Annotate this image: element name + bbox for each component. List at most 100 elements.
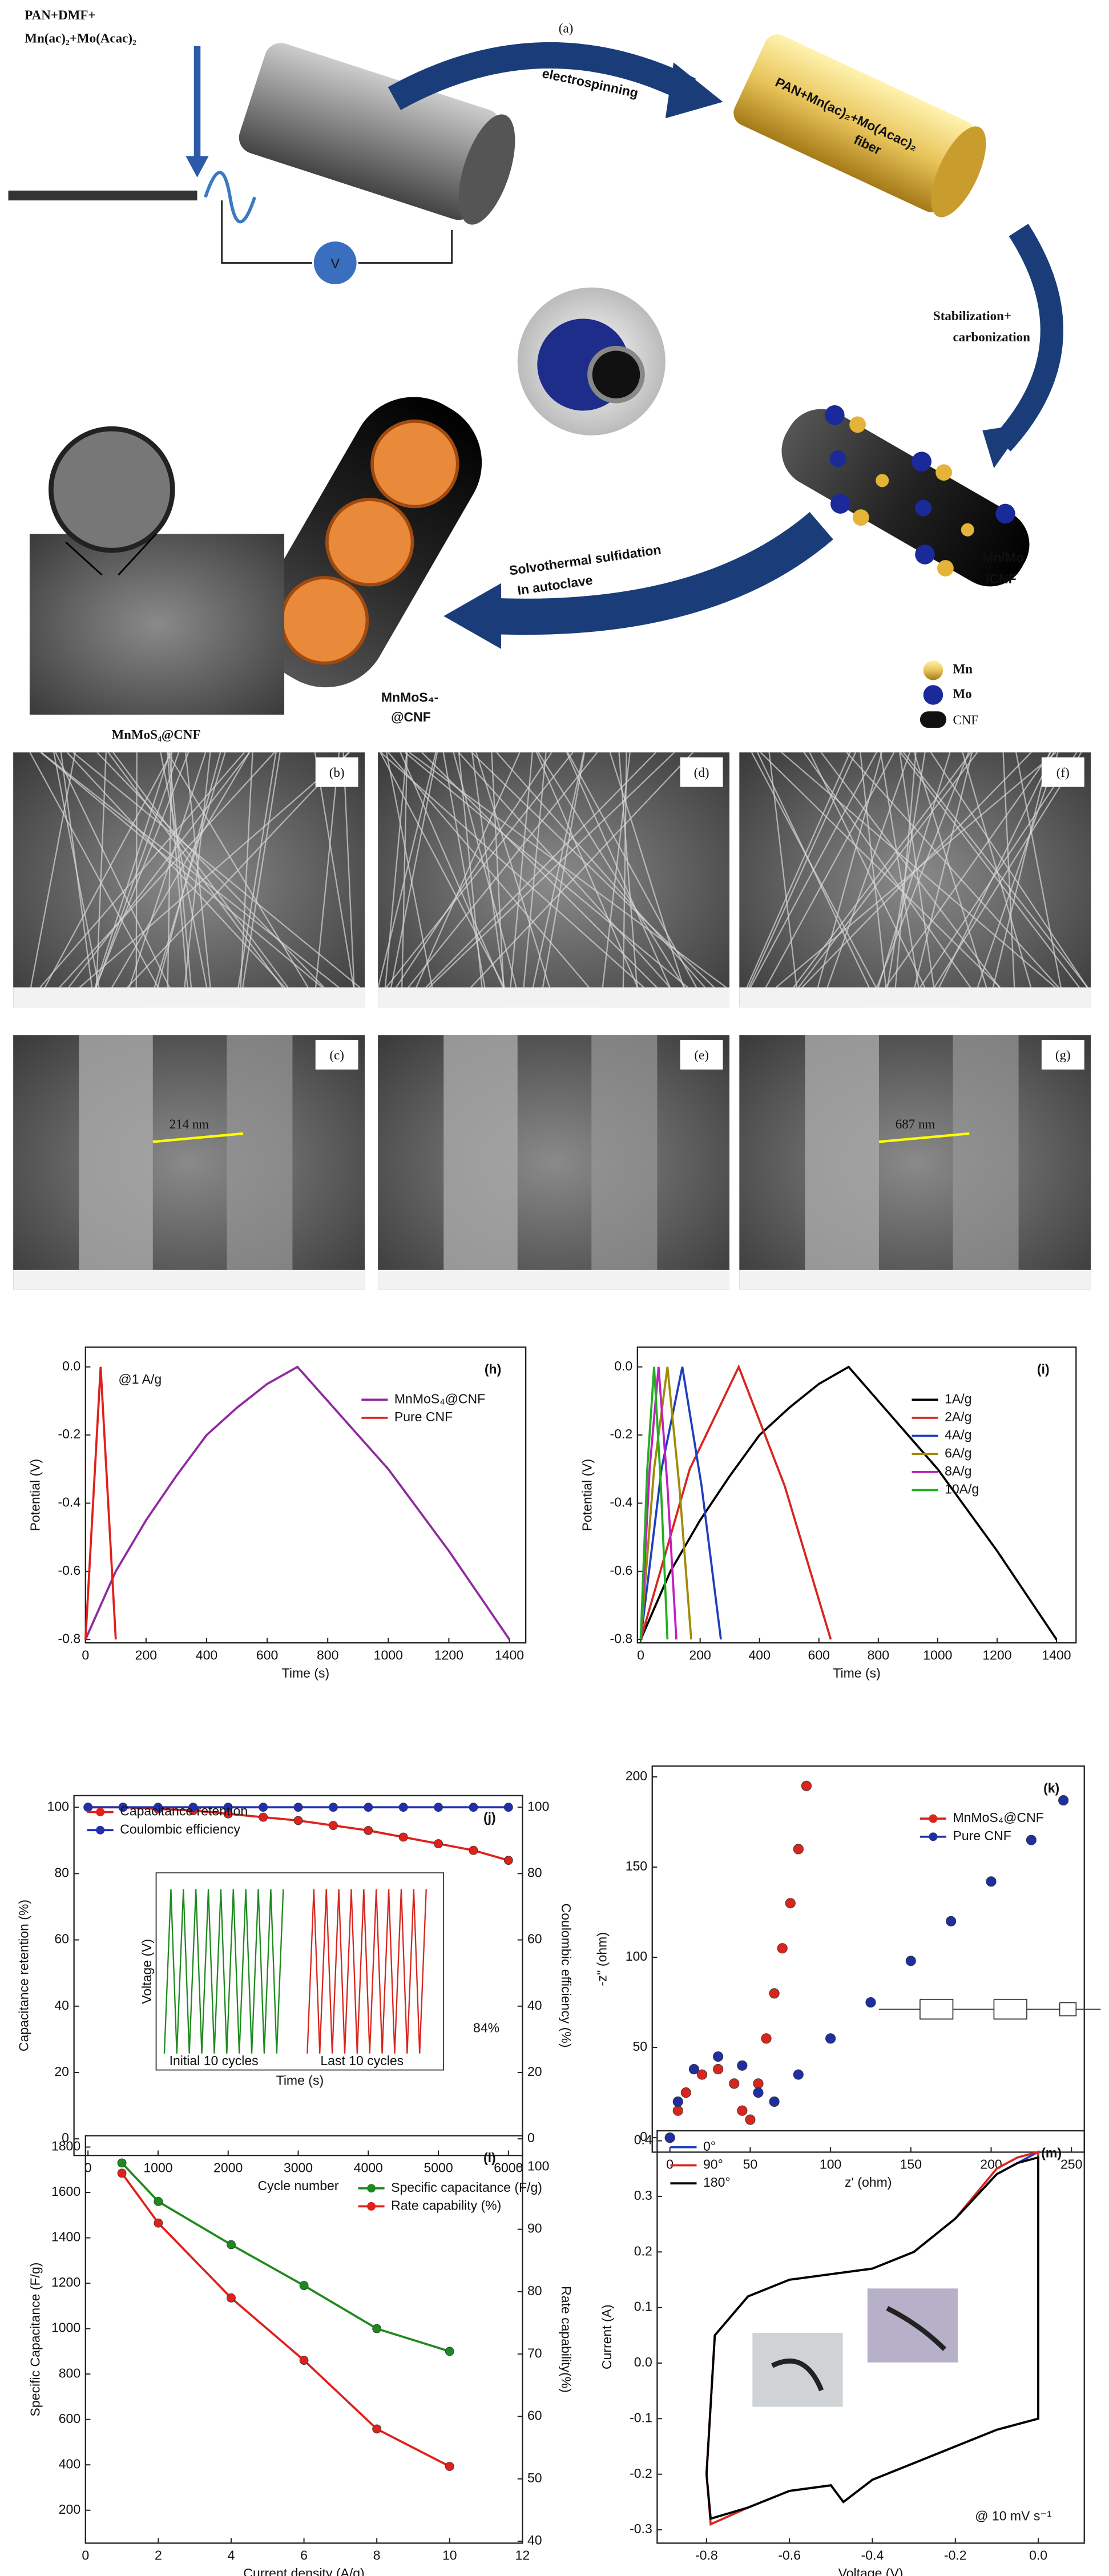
fiber-line [377, 752, 437, 988]
series-line [705, 2156, 1039, 2521]
scale-line [878, 1132, 970, 1143]
data-point [737, 2105, 748, 2116]
data-point [986, 1876, 997, 1887]
info-bar [739, 1269, 1091, 1290]
data-point [117, 2168, 127, 2178]
fiber-line [29, 752, 159, 988]
photo [752, 2333, 843, 2407]
data-point [364, 1825, 373, 1835]
panel-label: (h) [485, 1361, 501, 1376]
data-point [259, 1803, 268, 1812]
x-tick-label: 1200 [434, 1647, 463, 1662]
plot-frame [636, 1346, 1077, 1644]
x-tick-label: -0.8 [695, 2548, 718, 2563]
fiber-line [95, 752, 189, 988]
x-tick-label: 1200 [982, 1647, 1011, 1662]
info-bar [378, 1269, 730, 1290]
y-tick-label: 400 [59, 2456, 80, 2471]
fiber-line [154, 752, 226, 988]
key-label: Mn [953, 662, 973, 676]
series-line [639, 1364, 832, 1640]
y-tick-label: -0.8 [610, 1631, 633, 1646]
y-tick-label: -0.2 [630, 2466, 652, 2481]
product-label: MnMoS₄- [381, 690, 438, 704]
y-axis-label: Capacitance retention (%) [16, 1900, 31, 2051]
x-axis-label: Cycle number [258, 2178, 339, 2193]
x-tick-label: 600 [256, 1647, 278, 1662]
data-point [729, 2078, 740, 2089]
legend-label: 8A/g [945, 1464, 971, 1478]
y2-tick-label: 100 [527, 2158, 549, 2173]
fiber-line [817, 752, 882, 988]
fiber-line [442, 752, 486, 987]
fiber-line [602, 752, 631, 987]
x-tick-label: 5000 [424, 2160, 453, 2175]
y-tick-label: 1000 [51, 2320, 80, 2335]
fiber-line [314, 752, 340, 987]
micrographs: (b) (d) (f) (c) 214 nm (e) (g) 687 nm [13, 752, 1091, 1290]
legend-label: MnMoS₄@CNF [394, 1391, 485, 1406]
zoom-line [65, 541, 103, 576]
data-point [434, 1803, 443, 1812]
label-box [315, 757, 358, 787]
y2-axis-label: Coulombic efficiency (%) [559, 1904, 574, 2048]
x-tick-label: 0.0 [1029, 2548, 1047, 2563]
x-tick-label: 200 [135, 1647, 157, 1662]
fiber-line [400, 752, 504, 988]
x-tick-label: 0 [84, 2160, 92, 2175]
y-tick-label: 80 [54, 1865, 69, 1880]
plot-frame [656, 2130, 1085, 2544]
data-point [672, 2105, 683, 2116]
fiber-line [184, 752, 211, 987]
inset-label: Last 10 cycles [320, 2053, 404, 2068]
x-axis-label: Time (s) [282, 1666, 330, 1680]
y2-tick-label: 80 [527, 2283, 542, 2298]
data-point [364, 1803, 373, 1812]
fiber-line [992, 752, 1050, 988]
plot-frame [651, 1765, 1085, 2153]
legend-marker [929, 1832, 938, 1841]
fiber-line [877, 752, 951, 988]
series-line [121, 2172, 450, 2468]
scale-label: 214 nm [170, 1116, 209, 1131]
x-axis-label: Voltage (V) [838, 2566, 904, 2576]
texture [377, 752, 727, 988]
series-line [639, 1366, 678, 1640]
y2-axis-label: Rate capability(%) [559, 2286, 574, 2393]
y-tick-label: -0.4 [58, 1495, 80, 1510]
x-tick-label: 0 [637, 1647, 644, 1662]
legend-label: Pure CNF [953, 1828, 1011, 1843]
series-line [84, 1366, 117, 1640]
fiber-line [428, 752, 675, 988]
fiber-line [167, 752, 172, 987]
x-tick-label: 2000 [213, 2160, 243, 2175]
arrowhead [443, 583, 501, 649]
legend-marker [96, 1825, 105, 1835]
zoom-line [118, 533, 157, 576]
y-tick-label: 0.1 [634, 2299, 652, 2314]
y2-tick-label: 60 [527, 2408, 542, 2423]
fiber-body [805, 1035, 879, 1270]
fiber-line [765, 752, 895, 988]
fiber-line [458, 752, 671, 988]
fiber-line [746, 752, 851, 988]
fiber-line [72, 752, 360, 988]
fiber-line [510, 752, 533, 987]
wire [358, 229, 453, 264]
y-tick-label: 1400 [51, 2230, 80, 2244]
y-tick-label: -0.2 [58, 1426, 80, 1441]
data-point [1058, 1795, 1069, 1806]
x-axis-label: z' (ohm) [845, 2175, 892, 2190]
drum [239, 43, 515, 225]
mnmo-label: Mn/Mo [982, 550, 1024, 565]
data-point [445, 2462, 454, 2471]
data-point [793, 2069, 804, 2080]
label-box [680, 757, 723, 787]
data-point [188, 1803, 198, 1812]
data-point [503, 1803, 513, 1812]
y-tick-label: 0 [62, 2130, 69, 2145]
fiber-line [567, 752, 697, 988]
inset-axis-label: Time (s) [276, 2073, 324, 2088]
data-point [696, 2069, 708, 2080]
series-line [639, 1365, 1058, 1640]
